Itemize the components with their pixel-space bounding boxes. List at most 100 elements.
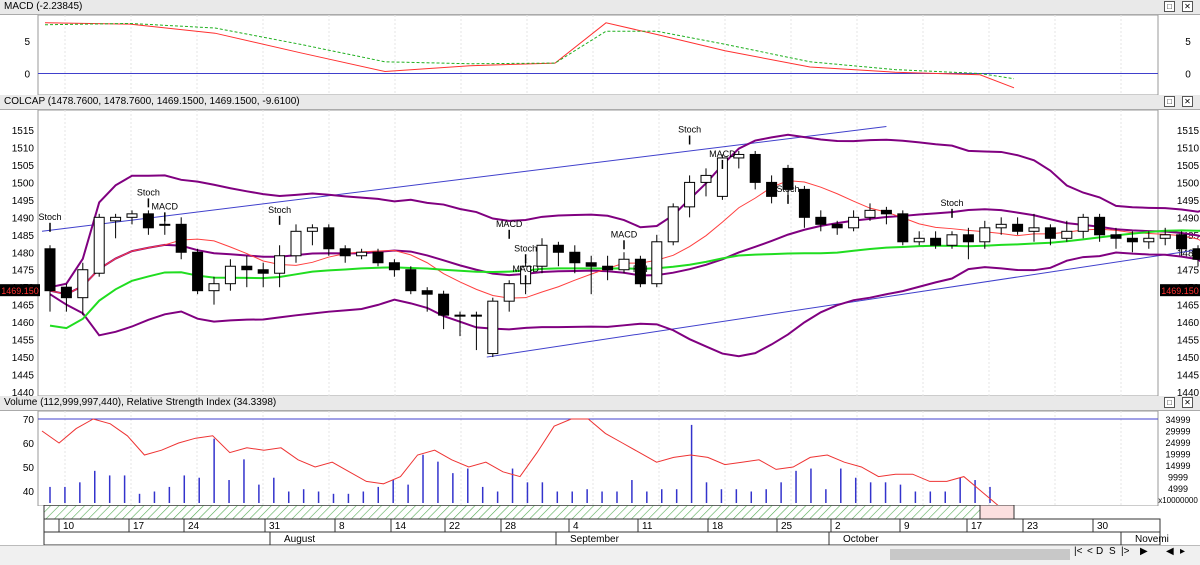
signal-annotation: Stoch [940, 198, 963, 208]
candle-body [585, 262, 597, 267]
day-label: 18 [712, 521, 724, 532]
nav-prev-button[interactable]: < [1087, 546, 1093, 557]
candle-body [831, 223, 843, 229]
macd-panel: MACD (-2.23845) □ ✕ 5 5 0 0 [0, 0, 1200, 95]
candle-body [93, 216, 105, 274]
candle-body [1126, 237, 1138, 243]
signal-annotation: Stoch [678, 124, 701, 134]
last-value-badge-left [0, 284, 40, 297]
candle-body [44, 248, 56, 292]
candle-body [454, 314, 466, 317]
price-close-button[interactable]: ✕ [1182, 96, 1193, 107]
trend-line-lower [486, 248, 1200, 358]
signal-annotation: Stoch [776, 184, 799, 194]
price-tick-label-right: 1505 [1177, 161, 1200, 172]
volume-maximize-button[interactable]: □ [1164, 397, 1175, 408]
time-axis: 10 17 24 31 8 14 22 28 4 11 18 25 2 9 17 23 30 August Sept… [43, 505, 1169, 545]
candle-body [257, 269, 269, 274]
candle-body [1159, 234, 1171, 239]
last-value-label-right: 1469.150 [1161, 286, 1199, 296]
rsi-tick-label: 50 [23, 463, 35, 474]
candle-body [421, 290, 433, 295]
nav-last-button[interactable]: |> [1121, 546, 1130, 557]
macd-maximize-button[interactable]: □ [1164, 1, 1175, 12]
candle-body [438, 293, 450, 316]
candle-body [733, 153, 745, 159]
price-panel: COLCAP (1478.7600, 1478.7600, 1469.1500,… [0, 95, 1200, 396]
rsi-tick-label: 70 [23, 415, 35, 426]
day-label: 22 [449, 521, 461, 532]
price-tick-label: 1495 [12, 196, 35, 207]
rsi-tick-label: 40 [23, 487, 35, 498]
macd-plot-area [37, 15, 1159, 95]
price-tick-label: 1460 [12, 318, 35, 329]
day-label: 28 [505, 521, 517, 532]
last-value-badge-right [1160, 284, 1200, 297]
signal-annotation: MACD [611, 229, 638, 239]
macd-title-bar: MACD (-2.23845) □ ✕ [0, 0, 1200, 15]
day-label: 11 [642, 521, 653, 532]
candle-body [388, 262, 400, 271]
macd-tick-label-right: 5 [1185, 37, 1191, 48]
price-tick-label-right: 1450 [1177, 353, 1200, 364]
candle-body [1012, 223, 1024, 232]
selection-band [979, 505, 1015, 520]
candle-body [323, 227, 335, 250]
volume-tick-label: 4999 [1168, 484, 1188, 494]
macd-tick-label-right: 0 [1185, 70, 1191, 81]
macd-tick-label: 5 [24, 37, 30, 48]
volume-multiplier-label: x10000000 [1158, 496, 1198, 505]
volume-title-bar: Volume (112,999,997,440), Relative Stren… [0, 396, 1200, 411]
macd-title: MACD (-2.23845) [4, 1, 83, 12]
candle-body [405, 269, 417, 292]
price-tick-label: 1455 [12, 336, 35, 347]
nav-forward-button[interactable]: ▸ [1180, 546, 1186, 557]
price-tick-label: 1510 [12, 143, 35, 154]
candle-body [142, 213, 154, 229]
signal-annotation: MACD [709, 149, 736, 159]
signal-annotation: MACD [152, 201, 179, 211]
candle-body [749, 153, 761, 183]
nav-play-button[interactable]: ▶ [1140, 546, 1148, 557]
price-maximize-button[interactable]: □ [1164, 96, 1175, 107]
day-label: 17 [971, 521, 983, 532]
bollinger-lower-band [49, 251, 1200, 358]
horizontal-scrollbar[interactable] [890, 549, 1070, 560]
candle-body [995, 223, 1007, 229]
macd-tick-label: 0 [24, 70, 30, 81]
candle-body [913, 237, 925, 243]
nav-back-button[interactable]: ◀ [1166, 546, 1174, 557]
price-tick-label: 1515 [12, 126, 35, 137]
candle-body [536, 244, 548, 267]
candle-body [159, 223, 171, 226]
candle-body [602, 265, 614, 271]
day-label: 14 [395, 521, 407, 532]
nav-scale-button[interactable]: S [1109, 546, 1116, 557]
candle-body [470, 314, 482, 317]
signal-annotation: RSI [633, 264, 648, 274]
candle-body [1192, 248, 1200, 260]
price-tick-label-right: 1510 [1177, 143, 1200, 154]
macd-chart: 5 5 0 0 [24, 15, 1191, 95]
candle-body [848, 216, 860, 229]
volume-close-button[interactable]: ✕ [1182, 397, 1193, 408]
price-tick-label: 1490 [12, 213, 35, 224]
price-tick-label: 1450 [12, 353, 35, 364]
candle-body [175, 223, 187, 253]
candle-body [1110, 234, 1122, 239]
month-label: September [570, 534, 620, 545]
price-plot-area [37, 110, 1159, 396]
price-title: COLCAP (1478.7600, 1478.7600, 1469.1500,… [4, 96, 300, 107]
candle-body [339, 248, 351, 257]
macd-close-button[interactable]: ✕ [1182, 1, 1193, 12]
candle-body [552, 244, 564, 253]
bollinger-middle-band [49, 208, 1200, 296]
history-band [43, 505, 1015, 520]
volume-tick-label: 34999 [1165, 415, 1190, 425]
nav-day-button[interactable]: D [1096, 546, 1104, 557]
nav-first-button[interactable]: |< [1074, 546, 1083, 557]
candle-body [241, 265, 253, 271]
price-tick-label-right: 1485 [1177, 231, 1200, 242]
rsi-line [41, 418, 999, 506]
